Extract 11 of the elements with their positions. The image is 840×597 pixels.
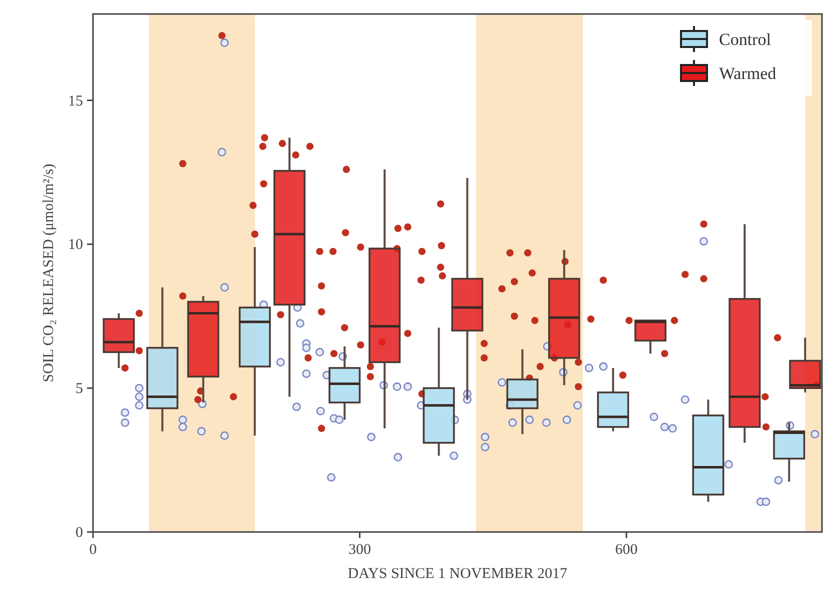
y-tick-label: 15 (68, 93, 83, 110)
x-axis-title: DAYS SINCE 1 NOVEMBER 2017 (348, 566, 568, 582)
legend-label: Warmed (719, 64, 777, 83)
y-tick-label: 0 (76, 525, 83, 541)
x-tick-label: 0 (89, 542, 97, 558)
legend-label: Control (719, 30, 772, 49)
x-tick-label: 300 (348, 542, 371, 558)
y-axis-title: SOIL CO₂ RELEASED (μmol/m²/s) (41, 164, 57, 382)
y-tick-label: 5 (76, 381, 83, 398)
x-tick-label: 600 (615, 542, 638, 558)
y-tick-label: 10 (68, 237, 83, 254)
